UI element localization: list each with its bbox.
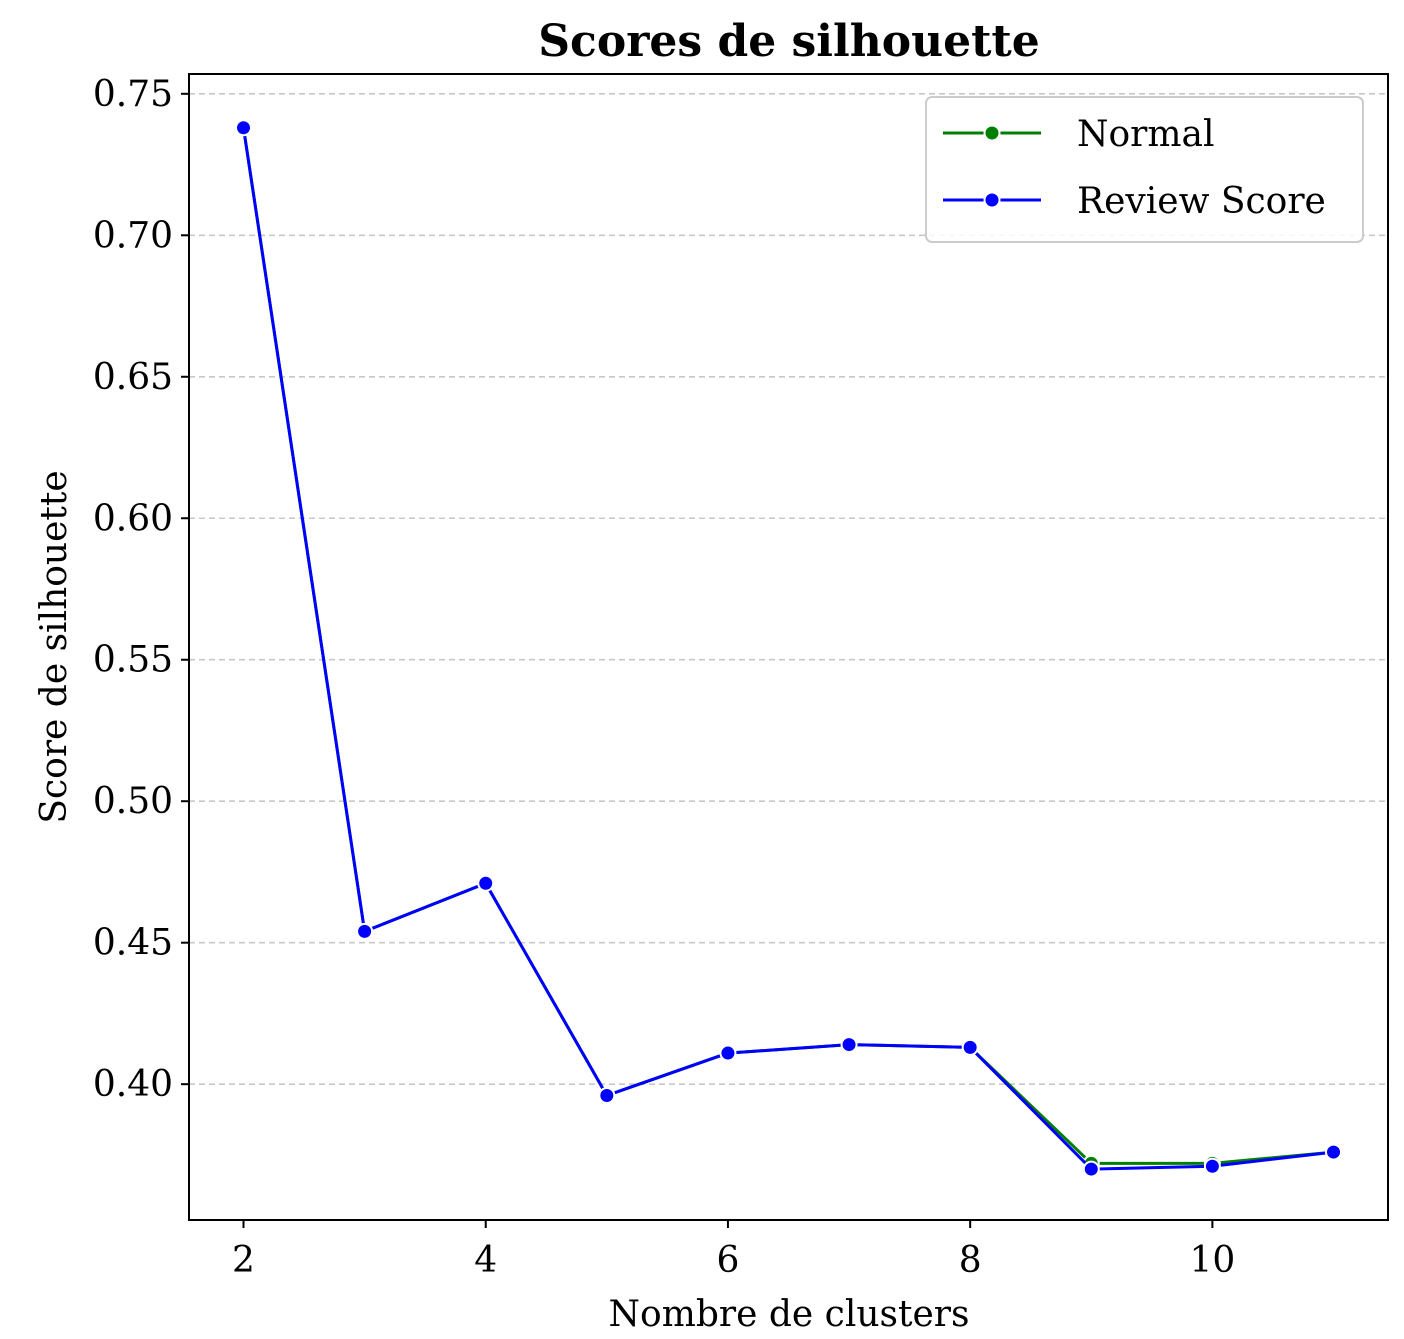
y-tick-label: 0.70 xyxy=(93,215,173,256)
data-point-review-score xyxy=(356,922,374,940)
series-layer xyxy=(235,119,1342,1178)
y-tick-label: 0.45 xyxy=(93,923,173,964)
tick-layer: 0.40 0.45 0.50 0.55 0.60 0.65 0.70 0.75 2 4 6 8 10 xyxy=(93,74,1235,1281)
x-tick-label: 8 xyxy=(959,1240,982,1281)
x-tick-label: 2 xyxy=(232,1240,255,1281)
legend-label-review-score: Review Score xyxy=(1077,181,1326,222)
data-point-review-score xyxy=(1082,1160,1100,1178)
y-tick-label: 0.50 xyxy=(93,781,173,822)
chart-title: Scores de silhouette xyxy=(538,16,1039,67)
legend-marker-review-score xyxy=(983,191,1001,209)
data-point-review-score xyxy=(598,1086,616,1104)
y-tick-label: 0.65 xyxy=(93,357,173,398)
y-tick-label: 0.75 xyxy=(93,74,173,115)
data-point-review-score xyxy=(477,874,495,892)
x-axis-label: Nombre de clusters xyxy=(609,1294,970,1335)
data-point-review-score xyxy=(235,119,252,137)
data-point-review-score xyxy=(1325,1143,1342,1161)
data-point-review-score xyxy=(719,1044,737,1062)
legend-entries: Normal Review Score xyxy=(943,114,1326,222)
legend-label-normal: Normal xyxy=(1077,114,1215,155)
data-point-review-score xyxy=(840,1036,858,1054)
series-line-review-score xyxy=(242,126,1335,1171)
x-tick-label: 4 xyxy=(474,1240,497,1281)
y-tick-label: 0.40 xyxy=(93,1064,173,1105)
y-tick-label: 0.60 xyxy=(93,498,173,539)
data-point-review-score xyxy=(1203,1157,1221,1175)
legend-marker-normal xyxy=(983,124,1001,142)
data-point-review-score xyxy=(961,1038,979,1056)
y-axis-label: Score de silhouette xyxy=(34,470,75,823)
x-tick-label: 6 xyxy=(716,1240,739,1281)
plot-frame xyxy=(188,73,1389,1221)
y-tick-label: 0.55 xyxy=(93,640,173,681)
x-tick-label: 10 xyxy=(1189,1240,1235,1281)
legend: Normal Review Score xyxy=(925,96,1364,243)
